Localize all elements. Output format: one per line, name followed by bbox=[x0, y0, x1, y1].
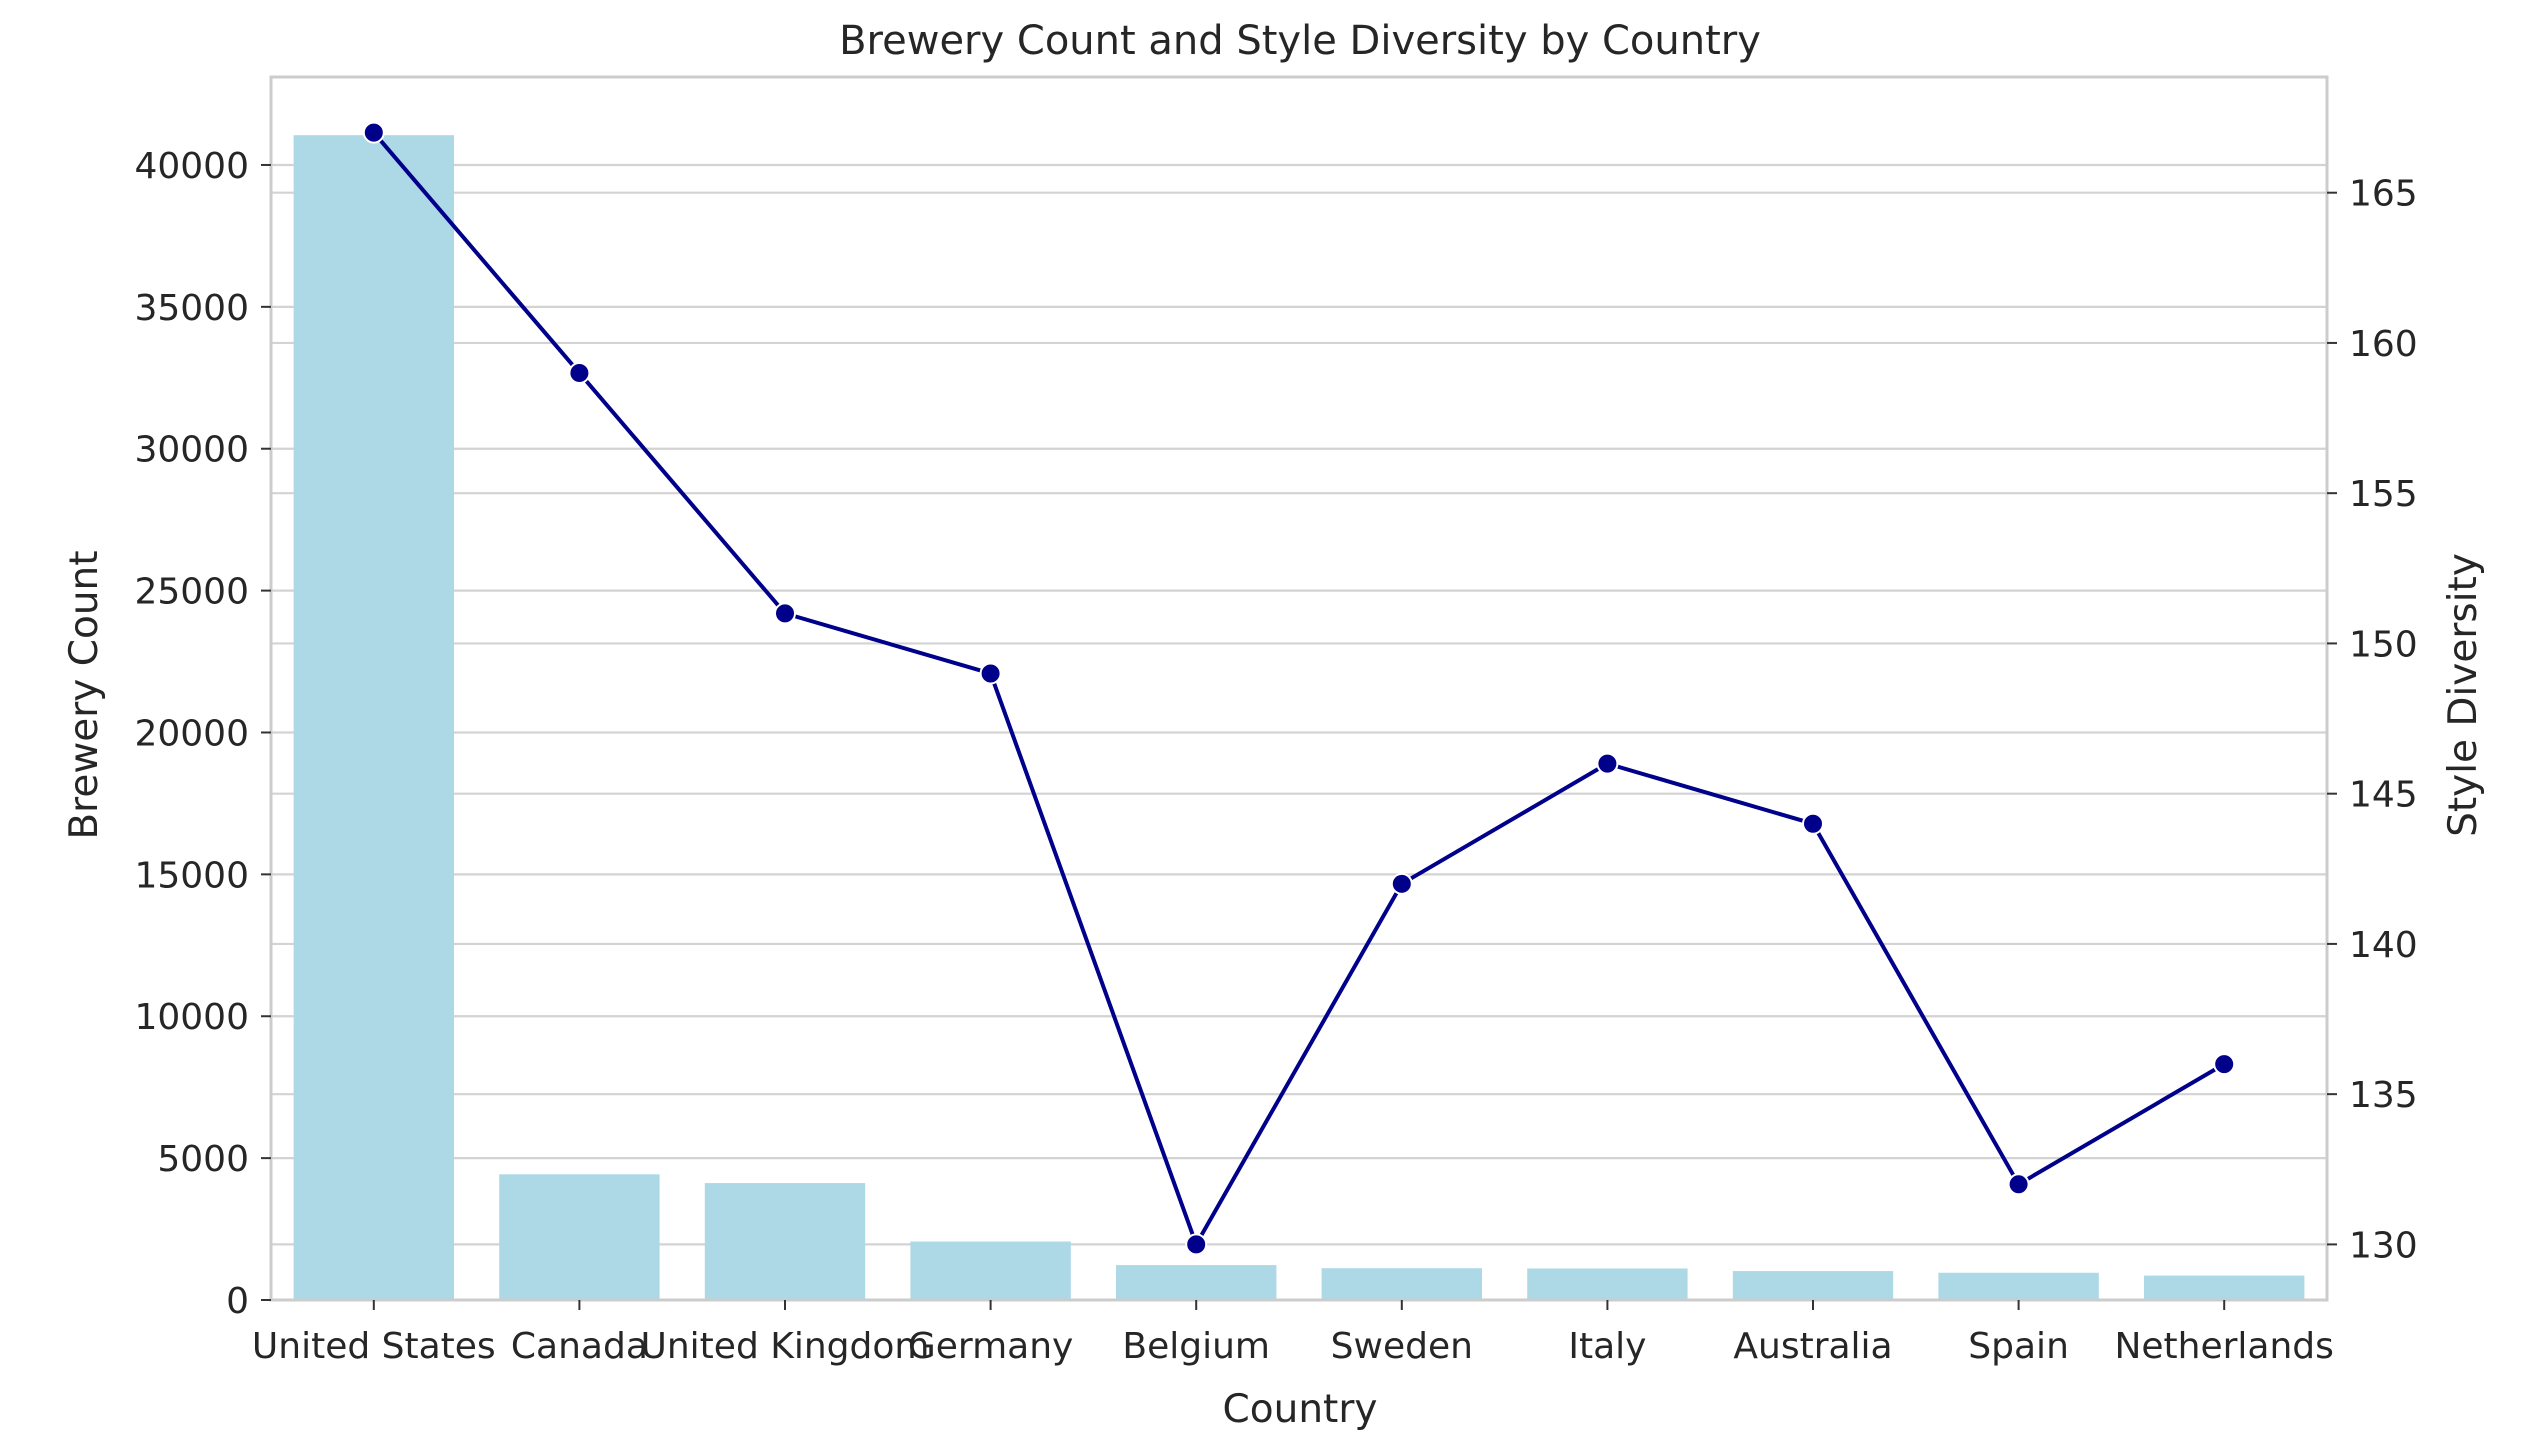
right-tick-label: 140 bbox=[2349, 925, 2418, 966]
plot-frame bbox=[269, 75, 2329, 1302]
left-tick-label: 35000 bbox=[134, 288, 249, 329]
right-y-axis-label: Style Diversity bbox=[2441, 553, 2486, 837]
bar bbox=[910, 1241, 1071, 1300]
line-point bbox=[362, 121, 385, 144]
left-tick-label: 10000 bbox=[134, 997, 249, 1038]
bar bbox=[499, 1174, 660, 1300]
line-point bbox=[979, 662, 1002, 685]
brewery-count-bars bbox=[293, 135, 2305, 1300]
line-point bbox=[774, 602, 796, 625]
left-tick-label: 0 bbox=[226, 1281, 249, 1322]
x-tick-label: Netherlands bbox=[2114, 1326, 2333, 1367]
right-tick-label: 145 bbox=[2349, 775, 2418, 816]
bar bbox=[1527, 1268, 1688, 1300]
x-tick-label: Italy bbox=[1568, 1326, 1646, 1367]
bar bbox=[2144, 1275, 2305, 1300]
right-tick-label: 130 bbox=[2349, 1225, 2418, 1266]
x-axis-label: Country bbox=[1223, 1387, 1378, 1432]
x-tick-label: United States bbox=[252, 1326, 496, 1367]
left-tick-label: 5000 bbox=[157, 1139, 249, 1180]
left-tick-label: 20000 bbox=[134, 713, 249, 754]
line-point bbox=[1390, 872, 1413, 895]
x-tick-label: Sweden bbox=[1331, 1326, 1473, 1367]
x-tick-label: United Kingdom bbox=[641, 1326, 930, 1367]
bar bbox=[704, 1183, 866, 1300]
left-y-axis-ticks: 0 5000 10000 15000 20000 25000 30000 35000 40000 bbox=[134, 146, 271, 1322]
line-point bbox=[1802, 812, 1824, 835]
bar bbox=[1732, 1271, 1894, 1300]
right-tick-label: 165 bbox=[2349, 174, 2418, 215]
right-tick-label: 155 bbox=[2349, 474, 2418, 515]
left-tick-label: 15000 bbox=[134, 855, 249, 896]
bar bbox=[1321, 1268, 1482, 1300]
left-tick-label: 25000 bbox=[134, 572, 249, 613]
line-point bbox=[1596, 752, 1619, 775]
right-y-axis-ticks: 130 135 140 145 150 155 160 165 bbox=[2327, 174, 2418, 1266]
right-tick-label: 135 bbox=[2349, 1075, 2418, 1116]
style-diversity-line bbox=[362, 121, 2236, 1256]
chart-title: Brewery Count and Style Diversity by Cou… bbox=[839, 18, 1761, 64]
bar bbox=[1116, 1265, 1277, 1300]
bar bbox=[1938, 1272, 2099, 1300]
right-tick-label: 160 bbox=[2349, 324, 2418, 365]
left-y-axis-label: Brewery Count bbox=[62, 550, 107, 839]
x-tick-label: Australia bbox=[1733, 1326, 1892, 1367]
line-point bbox=[568, 361, 591, 384]
bar bbox=[293, 135, 454, 1300]
x-tick-label: Spain bbox=[1968, 1326, 2069, 1367]
line-point bbox=[2213, 1053, 2236, 1076]
x-tick-label: Germany bbox=[908, 1326, 1073, 1367]
right-tick-label: 150 bbox=[2349, 624, 2418, 665]
right-axis-gridlines bbox=[271, 191, 2327, 1246]
line-point bbox=[2007, 1173, 2030, 1196]
left-tick-label: 30000 bbox=[134, 430, 249, 471]
style-diversity-polyline bbox=[372, 131, 2226, 1247]
line-point bbox=[1185, 1233, 1208, 1256]
x-tick-label: Canada bbox=[511, 1326, 648, 1367]
left-tick-label: 40000 bbox=[134, 146, 249, 187]
x-tick-label: Belgium bbox=[1122, 1326, 1270, 1367]
